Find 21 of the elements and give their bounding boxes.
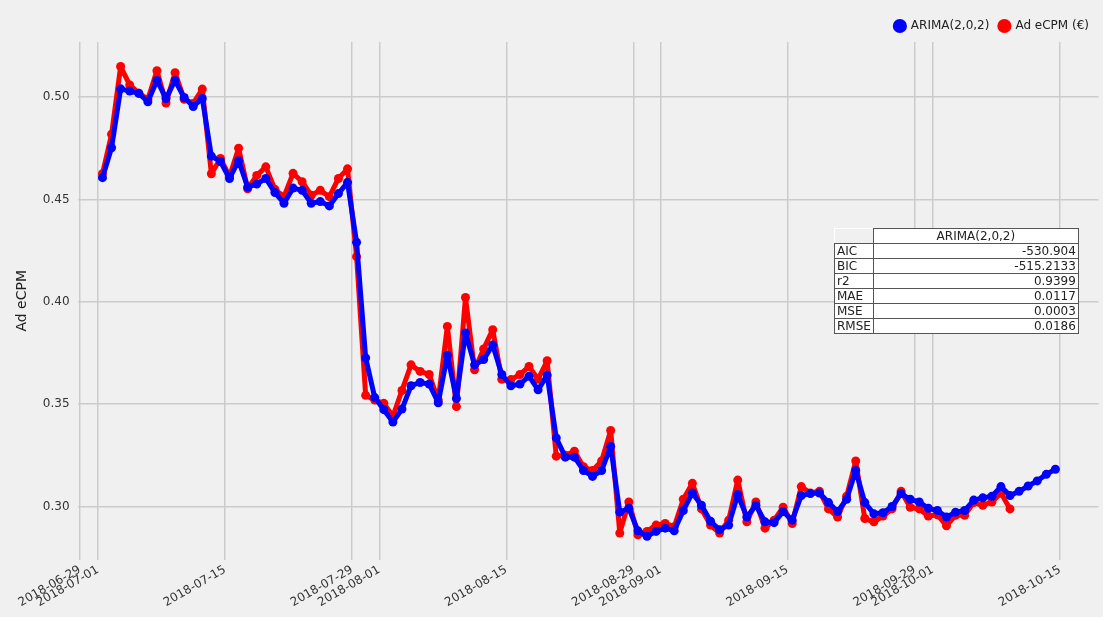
annotation: r2 — [834, 273, 874, 289]
annotation: 0.9399 — [873, 273, 1079, 289]
legend-label: ARIMA(2,0,2) — [910, 18, 990, 33]
y-tick-label: 0.35 — [42, 396, 70, 411]
annotation: -530.904 — [873, 243, 1079, 259]
annotation: MSE — [834, 303, 874, 319]
y-tick-label: 0.30 — [42, 498, 70, 513]
legend-label: Ad eCPM (€) — [1015, 18, 1089, 33]
annotation: 0.0117 — [873, 288, 1079, 304]
y-tick-label: 0.45 — [42, 191, 70, 206]
annotation: ARIMA(2,0,2) — [873, 228, 1079, 244]
annotation: RMSE — [834, 318, 874, 334]
y-axis-title: Ad eCPM — [13, 270, 30, 332]
y-tick-label: 0.40 — [42, 293, 70, 308]
annotation: 0.0003 — [873, 303, 1079, 319]
annotation: AIC — [834, 243, 874, 259]
y-tick-label: 0.50 — [42, 89, 70, 104]
annotation: MAE — [834, 288, 874, 304]
annotation: 0.0186 — [873, 318, 1079, 334]
annotation: BIC — [834, 258, 874, 274]
annotation: -515.2133 — [873, 258, 1079, 274]
